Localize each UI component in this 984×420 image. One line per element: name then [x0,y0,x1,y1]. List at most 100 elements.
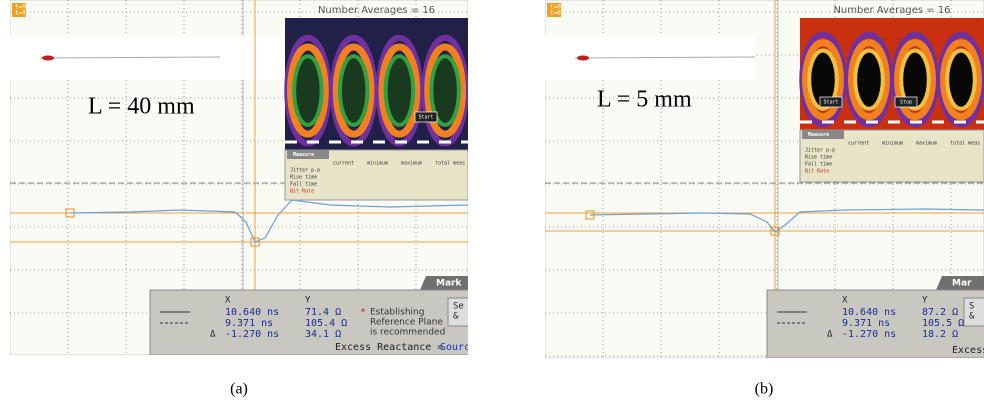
setup-button-label: & [453,312,459,322]
marker-box [250,237,260,247]
scope-panel: t=0t=0 Number Averages = 16 Start Measure cu… [10,0,468,355]
eye-ring [853,48,885,111]
reactance-label: Excess Reactance = [952,345,984,356]
eye-ring [286,43,329,138]
note: is recommended [370,328,445,338]
scope-panel: t=0t=0 Number Averages = 16 Start Stop Measu… [545,0,984,358]
panel-caption: (a) [230,381,248,398]
reactance-label: Excess Reactance = [335,342,443,353]
measure-column: total meas [435,161,465,167]
probe-tip [42,55,54,61]
measure-column: maximum [401,161,422,167]
setup-button-label: S [969,302,974,312]
measure-column: current [333,161,354,167]
eye-button-label: Start [418,115,433,121]
note: Reference Plane [370,318,443,328]
measure-tab-label: Measure [808,132,829,138]
corner-label: t=0 [550,4,561,11]
eye-ring [940,39,982,121]
measure-row: Rise time [290,175,317,181]
marker-tab-label: Mar [952,279,972,289]
x-value: -1.270 ns [225,329,279,340]
note-star: * [360,307,366,318]
corner-label: t=0 [15,10,26,17]
measure-tab-label: Measure [293,152,314,158]
panel-caption: (b) [755,381,774,398]
eye-ring [383,54,416,127]
marker-tab [420,276,468,290]
eye-button-label: Start [823,100,838,106]
marker-panel: X Y Δ 10.640 ns 71.4 Ω 9.371 ns 105.4 Ω -1.270 … [149,289,468,355]
x-value: -1.270 ns [842,329,896,340]
y-header: Y [305,296,311,306]
x-header: X [225,296,231,306]
marker-tab-label: Mark [436,279,462,289]
corner-label: t=0 [15,4,26,11]
measure-tab [802,130,844,139]
measure-row: Fall time [290,182,317,188]
probe [39,56,221,59]
y-value: 87.2 Ω [922,307,958,318]
eye-ring [945,48,977,111]
measure-row: Bit Rate [805,169,829,175]
header: Number Averages = 16 [318,5,435,16]
length-label: L = 5 mm [597,87,692,113]
marker-box [65,208,75,218]
eye-button [819,96,843,108]
y-value: 34.1 Ω [305,329,341,340]
eye-button-label: Stop [900,100,912,106]
measure-column: minimum [882,141,903,147]
eye-ring [899,48,931,111]
y-value: 105.4 Ω [305,318,347,329]
marker-panel-bg [149,289,468,355]
eye-ring [292,54,324,127]
corner-marker [12,3,26,17]
setup-button [447,297,468,327]
y-header: Y [922,296,928,306]
x-value: 9.371 ns [225,318,273,329]
measure-tab [287,150,329,159]
eye-ring [802,39,844,121]
eye-ring [337,54,370,127]
setup-button-label: Se [453,302,464,312]
eye-button [894,96,918,108]
measure-row: Fall time [805,162,832,168]
measure-row: Bit Rate [290,189,314,195]
delta: Δ [210,330,216,340]
corner-label: t=0 [550,10,561,17]
y-value: 105.5 Ω [922,318,964,329]
note: Establishing [370,308,424,318]
marker-panel-bg [766,289,984,358]
x-value: 10.640 ns [842,307,896,318]
y-value: 18.2 Ω [922,329,958,340]
measure-column: current [848,141,869,147]
measure-row: Jitter p-p [290,168,320,174]
eye-ring [378,43,421,138]
corner-marker [547,3,561,17]
trace [589,208,984,233]
eye-ring [894,39,936,121]
measure-column: minimum [367,161,388,167]
eye-ring [848,39,890,121]
measure-column: total meas [950,141,980,147]
marker-box [585,210,595,220]
measure-row: Rise time [805,155,832,161]
probe [574,56,756,59]
setup-button-label: & [969,312,975,322]
x-value: 10.640 ns [225,307,279,318]
eye-ring [807,48,839,111]
marker-box [770,226,780,236]
marker-panel: X Y Δ 10.640 ns 87.2 Ω 9.371 ns 105.5 Ω -1.270 … [766,289,984,358]
eye-button [414,111,438,123]
length-label: L = 40 mm [88,94,195,120]
setup-button [963,297,984,327]
measure-column: maximum [916,141,937,147]
x-header: X [842,296,848,306]
eye-ring [424,43,467,138]
marker-tab [936,276,984,290]
measure-row: Jitter p-p [805,148,835,154]
y-value: 71.4 Ω [305,307,341,318]
probe-tip [577,55,589,61]
eye-ring [429,54,461,127]
